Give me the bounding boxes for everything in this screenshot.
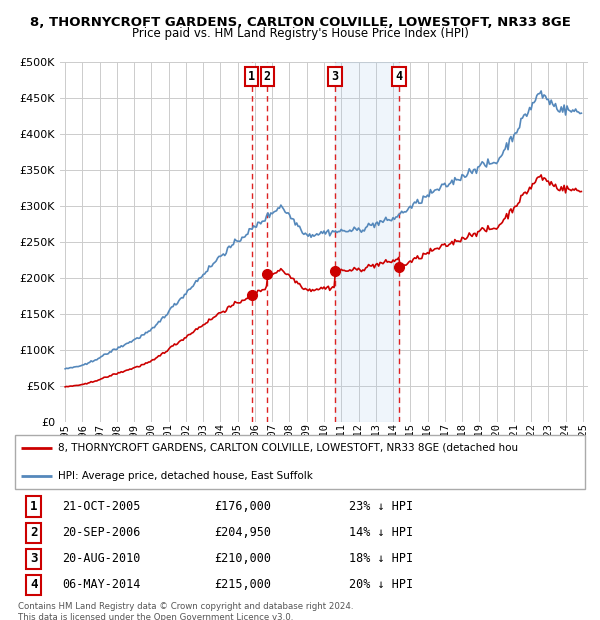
Text: £210,000: £210,000 xyxy=(214,552,271,565)
Text: 20% ↓ HPI: 20% ↓ HPI xyxy=(349,578,413,591)
Text: £215,000: £215,000 xyxy=(214,578,271,591)
Text: 4: 4 xyxy=(30,578,38,591)
Text: 2: 2 xyxy=(264,70,271,83)
Text: 21-OCT-2005: 21-OCT-2005 xyxy=(62,500,140,513)
Text: 14% ↓ HPI: 14% ↓ HPI xyxy=(349,526,413,539)
Text: 20-SEP-2006: 20-SEP-2006 xyxy=(62,526,140,539)
Text: 20-AUG-2010: 20-AUG-2010 xyxy=(62,552,140,565)
Text: This data is licensed under the Open Government Licence v3.0.: This data is licensed under the Open Gov… xyxy=(18,613,293,620)
Text: 18% ↓ HPI: 18% ↓ HPI xyxy=(349,552,413,565)
Text: 3: 3 xyxy=(30,552,38,565)
FancyBboxPatch shape xyxy=(15,435,585,489)
Text: 06-MAY-2014: 06-MAY-2014 xyxy=(62,578,140,591)
Text: 1: 1 xyxy=(30,500,38,513)
Text: £176,000: £176,000 xyxy=(214,500,271,513)
Text: 23% ↓ HPI: 23% ↓ HPI xyxy=(349,500,413,513)
Bar xyxy=(335,62,399,422)
Text: HPI: Average price, detached house, East Suffolk: HPI: Average price, detached house, East… xyxy=(58,471,313,481)
Text: Price paid vs. HM Land Registry's House Price Index (HPI): Price paid vs. HM Land Registry's House … xyxy=(131,27,469,40)
Text: 8, THORNYCROFT GARDENS, CARLTON COLVILLE, LOWESTOFT, NR33 8GE (detached hou: 8, THORNYCROFT GARDENS, CARLTON COLVILLE… xyxy=(58,443,518,453)
Text: 1: 1 xyxy=(248,70,255,83)
Text: 3: 3 xyxy=(331,70,338,83)
Text: 8, THORNYCROFT GARDENS, CARLTON COLVILLE, LOWESTOFT, NR33 8GE: 8, THORNYCROFT GARDENS, CARLTON COLVILLE… xyxy=(29,16,571,29)
Text: 4: 4 xyxy=(395,70,403,83)
Text: £204,950: £204,950 xyxy=(214,526,271,539)
Text: 2: 2 xyxy=(30,526,38,539)
Text: Contains HM Land Registry data © Crown copyright and database right 2024.: Contains HM Land Registry data © Crown c… xyxy=(18,603,353,611)
